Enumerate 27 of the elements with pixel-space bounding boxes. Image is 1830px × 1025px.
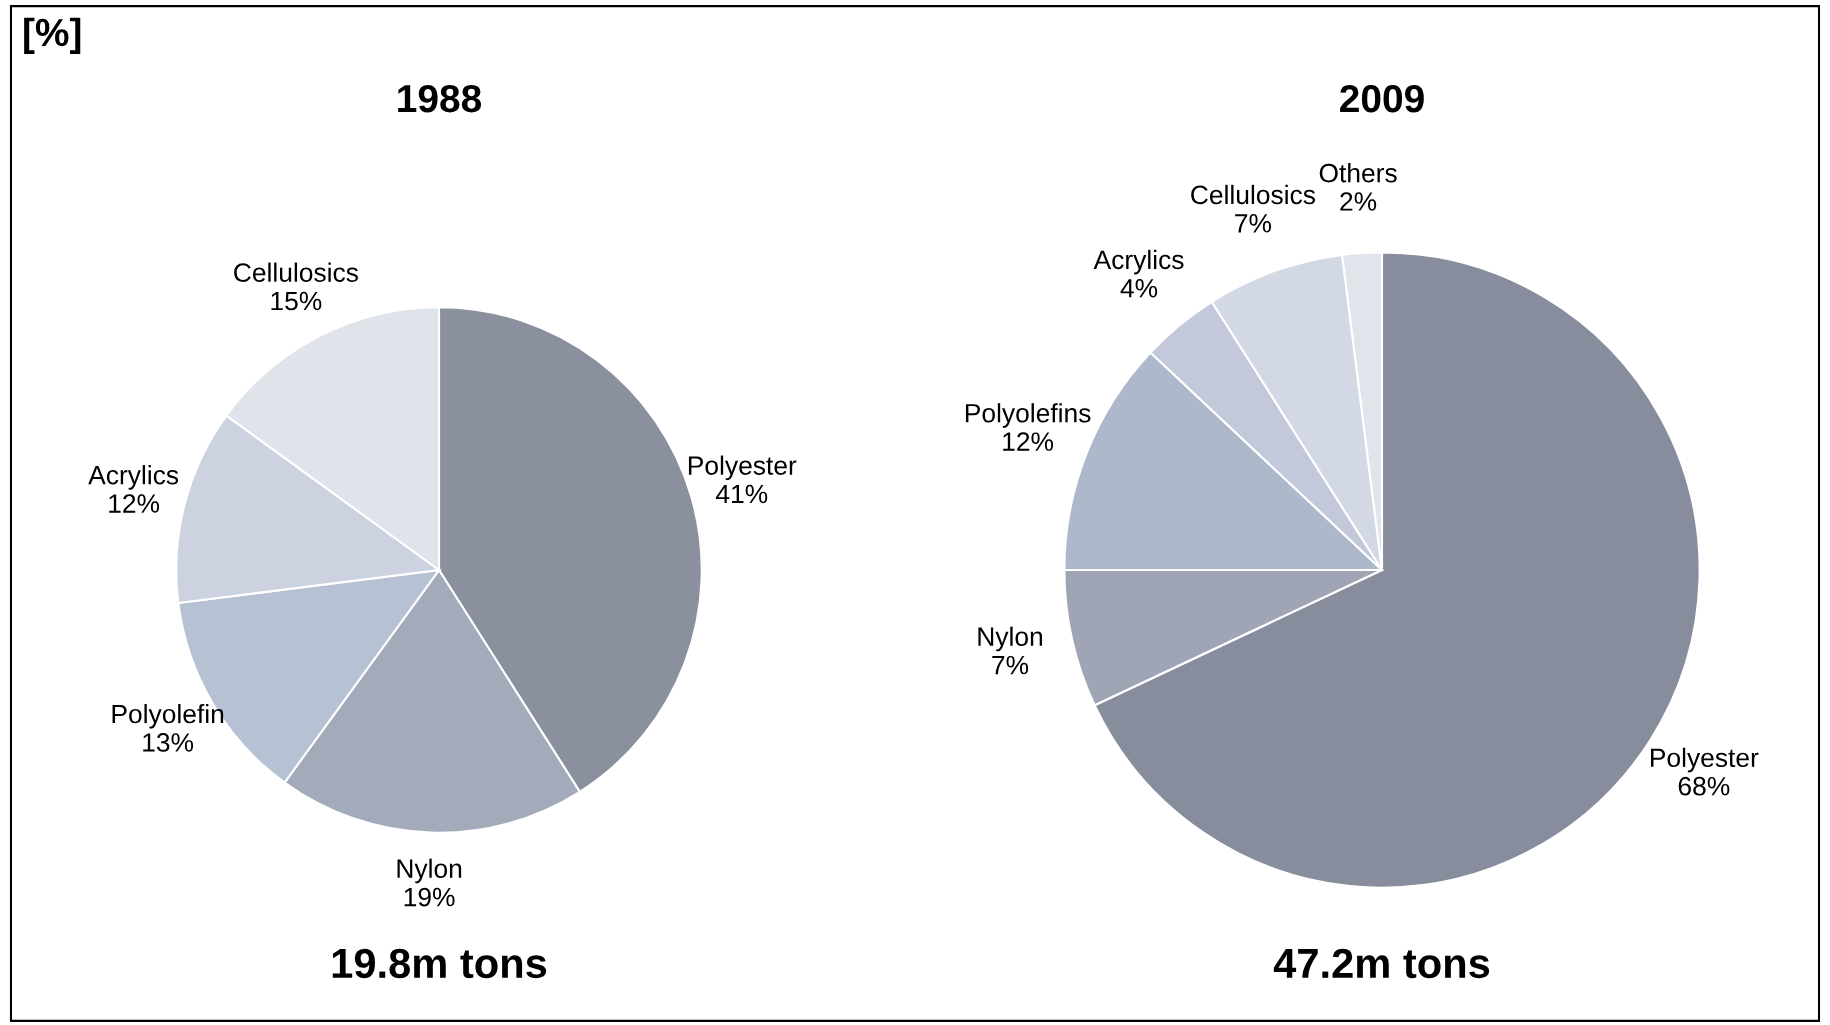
- data-label: 13%: [143, 733, 194, 752]
- slice-label: Acrylics: [1093, 249, 1184, 275]
- slice-label: Nylon: [978, 626, 1043, 652]
- data-label: 41%: [715, 484, 768, 504]
- data-label: 12%: [1003, 432, 1054, 451]
- slice-label: Others: [1319, 163, 1397, 183]
- data-label: 68%: [1678, 776, 1730, 796]
- chart-title: 1988: [398, 84, 482, 113]
- text: 47.2m tons: [1273, 948, 1490, 979]
- slice-label: Polyolefins: [965, 403, 1091, 428]
- text: 19.8m tons: [332, 948, 547, 979]
- data-label: 7%: [1235, 214, 1272, 233]
- slice-label: Nylon: [397, 858, 462, 884]
- slice-label: Polyester: [1651, 747, 1759, 773]
- data-label: 19%: [404, 887, 455, 907]
- slice-label: Cellulosics: [234, 262, 358, 282]
- chart-title: 2009: [1340, 84, 1424, 113]
- data-label: 12%: [109, 494, 160, 513]
- text: [%]: [24, 17, 81, 54]
- data-label: 2%: [1340, 192, 1377, 211]
- slice-label: Acrylics: [88, 465, 179, 490]
- data-label: 7%: [992, 655, 1029, 675]
- slice-label: Polyolefin: [112, 703, 224, 729]
- slice-label: Polyester: [688, 455, 797, 481]
- data-label: 15%: [271, 291, 322, 311]
- slice-label: Cellulosics: [1191, 184, 1315, 205]
- data-label: 4%: [1120, 279, 1158, 298]
